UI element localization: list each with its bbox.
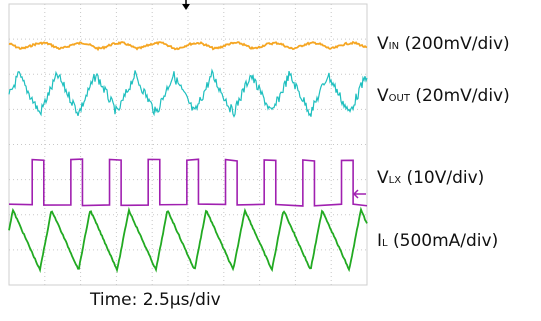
trigger-marker-icon — [182, 4, 190, 10]
vlx-label-rest: (10V/div) — [401, 168, 485, 188]
series-label-vin: VIN (200mV/div) — [377, 34, 510, 54]
il-label-sub: L — [382, 238, 388, 249]
x-axis-label: Time: 2.5µs/div — [90, 290, 221, 310]
ground-marker-icon — [352, 189, 366, 199]
trace-vlx — [8, 158, 368, 207]
vlx-label-sub: LX — [388, 175, 402, 186]
il-label-main: I — [377, 231, 383, 251]
vout-label-rest: (20mV/div) — [409, 86, 510, 106]
vlx-label-main: V — [377, 168, 389, 188]
series-label-il: IL (500mA/div) — [377, 231, 498, 251]
il-label-rest: (500mA/div) — [387, 231, 499, 251]
grid — [9, 4, 367, 285]
vin-label-rest: (200mV/div) — [399, 34, 510, 54]
series-label-vout: VOUT (20mV/div) — [377, 86, 510, 106]
series-label-vlx: VLX (10V/div) — [377, 168, 484, 188]
vout-label-main: V — [377, 86, 389, 106]
vin-label-main: V — [377, 34, 389, 54]
trace-vout — [8, 68, 368, 118]
trace-vin — [8, 40, 368, 52]
traces — [8, 40, 368, 274]
vout-label-sub: OUT — [388, 93, 410, 104]
vin-label-sub: IN — [388, 41, 400, 52]
trace-il — [8, 206, 368, 274]
